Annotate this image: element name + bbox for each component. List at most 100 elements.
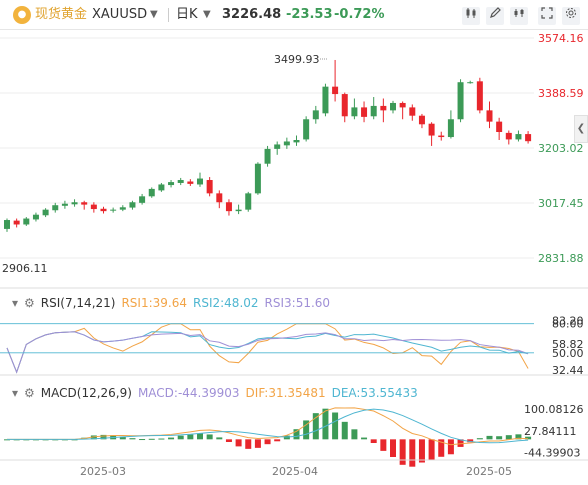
candle-body [206,180,213,194]
macd-bar [168,437,175,440]
last-price: 3226.48 [222,7,282,22]
macd-bar [361,437,368,440]
candle-body [264,148,271,164]
candle-body [119,207,126,210]
macd-tick-label: 100.08126 [524,403,584,416]
macd-bar [245,439,252,449]
candle-body [515,134,522,140]
price-grid [0,37,534,259]
rsi-legend: ▾ ⚙ RSI(7,14,21) RSI1:39.64 RSI2:48.02 RSI3:5… [0,295,336,311]
candle-body [341,94,348,117]
candle-body [332,86,339,95]
expand-panel-chevron-icon[interactable]: ❮ [574,115,588,143]
price-pane: 3574.16 3388.59 3203.02 3017.45 2831.88 3499… [0,32,584,275]
macd-settings-icon[interactable]: ⚙ [24,386,35,400]
indicator-icon[interactable] [510,7,528,25]
candle-body [4,220,10,229]
macd-axis: 100.08126 27.84111 -44.39903 [524,403,584,459]
candle-body [71,202,78,205]
collapse-indicator-icon[interactable]: ▾ [12,296,19,310]
settings-icon[interactable] [562,7,580,25]
macd-bar [264,439,271,445]
macd-bar [322,408,329,440]
macd-bar [428,439,435,461]
macd-tick-label: -44.39903 [524,447,580,460]
period-selector[interactable]: 日K [176,7,198,22]
candle-body [129,202,136,208]
candle-body [197,178,203,185]
draw-icon[interactable] [486,7,504,25]
fullscreen-icon[interactable] [538,7,556,25]
dif-value: DIF:31.35481 [245,386,326,400]
rsi3-value: RSI3:51.60 [264,296,331,310]
rsi-tick-label: 80.00 [552,318,584,331]
macd-bar [158,438,165,440]
macd-bar [341,421,348,440]
price-change: -23.53 [286,7,333,22]
price-tick-label: 3017.45 [538,197,584,210]
macd-series [7,407,529,446]
candle-body [23,218,30,225]
candle-body [351,107,358,117]
rsi-tick-label: 50.00 [552,347,584,360]
candle-body [428,123,435,136]
macd-bar [148,438,155,440]
candle-body [245,193,252,210]
candle-body [52,205,59,211]
macd-line [7,407,529,446]
candlestick-type-icon[interactable] [462,7,480,25]
macd-bar [457,439,464,447]
candle-body [168,182,175,186]
rsi-name: RSI(7,14,21) [40,296,116,310]
macd-bar [505,435,512,440]
candle-body [225,202,232,212]
macd-bar [216,437,223,440]
period-dropdown-chevron-icon[interactable]: ▼ [203,9,211,20]
macd-bar [496,436,503,440]
date-label: 2025-05 [466,465,512,478]
rsi-settings-icon[interactable]: ⚙ [24,296,35,310]
macd-tick-label: 27.84111 [524,425,577,438]
price-tick-label: 3388.59 [538,87,584,100]
collapse-indicator-icon[interactable]: ▾ [12,386,19,400]
kline-chart[interactable]: 3574.16 3388.59 3203.02 3017.45 2831.88 3499… [0,30,588,485]
candle-body [216,193,223,203]
symbol-code[interactable]: XAUUSD [92,7,148,22]
candle-body [486,110,493,122]
candle-body [13,220,20,225]
gold-logo-icon: ● [13,6,31,24]
macd-bar [438,439,445,457]
macd-pane: 100.08126 27.84111 -44.39903 [4,403,584,467]
candle-body [110,209,117,211]
rsi2-value: RSI2:48.02 [193,296,259,310]
candle-body [148,188,155,197]
date-axis: 2025-03 2025-04 2025-05 [80,465,512,478]
macd-bar [129,438,136,440]
candle-body [90,204,97,210]
rsi-line [6,331,529,374]
candle-body [361,107,368,117]
macd-bar [119,436,126,440]
macd-bar [100,434,107,440]
candle-body [525,134,532,142]
candle-body [177,180,184,183]
macd-line [7,408,529,444]
candle-body [457,82,464,120]
price-tick-label: 3574.16 [538,32,584,45]
price-tick-label: 2831.88 [538,252,584,265]
date-label: 2025-04 [272,465,318,478]
symbol-dropdown-chevron-icon[interactable]: ▼ [150,9,158,20]
candle-body [32,214,39,220]
symbol-name[interactable]: 现货黄金 [35,7,88,22]
candle-body [303,119,310,140]
macd-bar [225,439,232,442]
rsi-tick-label: 32.44 [552,364,584,377]
macd-bar [274,439,281,442]
macd-bar [380,439,387,451]
candle-body [505,132,512,140]
candle-body [139,196,146,203]
macd-bar [351,429,358,440]
candle-body [81,202,88,205]
macd-bar [418,439,425,463]
